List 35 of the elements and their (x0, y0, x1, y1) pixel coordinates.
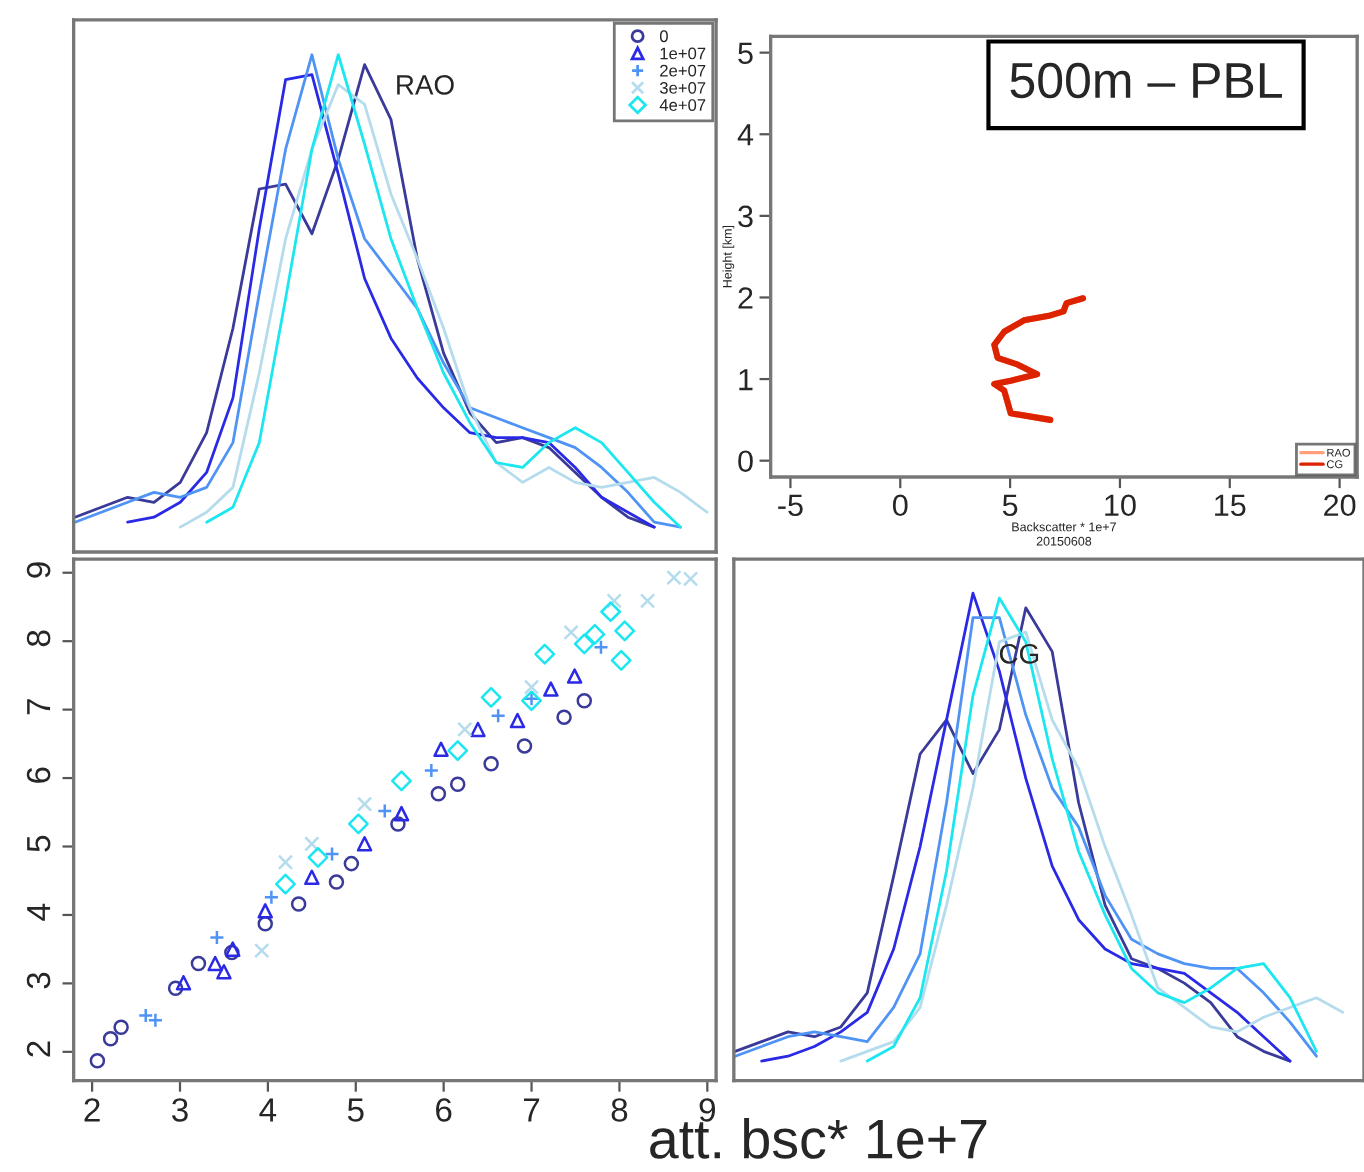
annotation: RAO (397, 75, 454, 95)
y-tick-label: 2 (738, 287, 753, 309)
legend-label: 0 (659, 30, 668, 43)
x-tick-label: 7 (523, 1098, 540, 1122)
x-tick-label: 10 (1105, 494, 1136, 517)
legend-label: 2e+07 (660, 64, 706, 77)
x-tick-label: 3 (172, 1098, 188, 1122)
y-tick-label: 5 (738, 42, 753, 65)
y-tick-label: 5 (27, 835, 51, 852)
legend-label: 1e+07 (660, 47, 706, 60)
x-tick-label: 2 (84, 1098, 100, 1122)
x-tick-label: -5 (778, 494, 803, 517)
y-tick-label: 9 (26, 562, 51, 578)
y-tick-label: 3 (26, 972, 51, 989)
x-tick-label: 5 (1002, 494, 1018, 517)
legend-label: 3e+07 (659, 81, 706, 94)
x-tick-label: 15 (1215, 494, 1246, 517)
y-tick-label: 8 (26, 630, 51, 647)
legend-label: 4e+07 (659, 99, 706, 111)
y-tick-label: 0 (738, 450, 753, 473)
y-tick-label: 6 (26, 767, 51, 783)
x-tick-label: 4 (259, 1098, 277, 1122)
x-tick-label: 20 (1324, 494, 1356, 517)
x-tick-label: 8 (611, 1098, 628, 1122)
y-tick-label: 2 (26, 1041, 51, 1057)
x-tick-label: 6 (436, 1098, 452, 1122)
y-tick-label: 7 (27, 699, 51, 715)
y-tick-label: 4 (27, 903, 51, 921)
y-tick-label: 4 (737, 124, 754, 146)
x-tick-label: 0 (892, 494, 908, 517)
annotation: 500m – PBL (1010, 62, 1282, 99)
y-tick-label: 1 (739, 369, 753, 391)
y-tick-label: 3 (738, 205, 753, 228)
x-tick-label: 9 (699, 1098, 715, 1122)
x-tick-label: 5 (347, 1098, 364, 1122)
